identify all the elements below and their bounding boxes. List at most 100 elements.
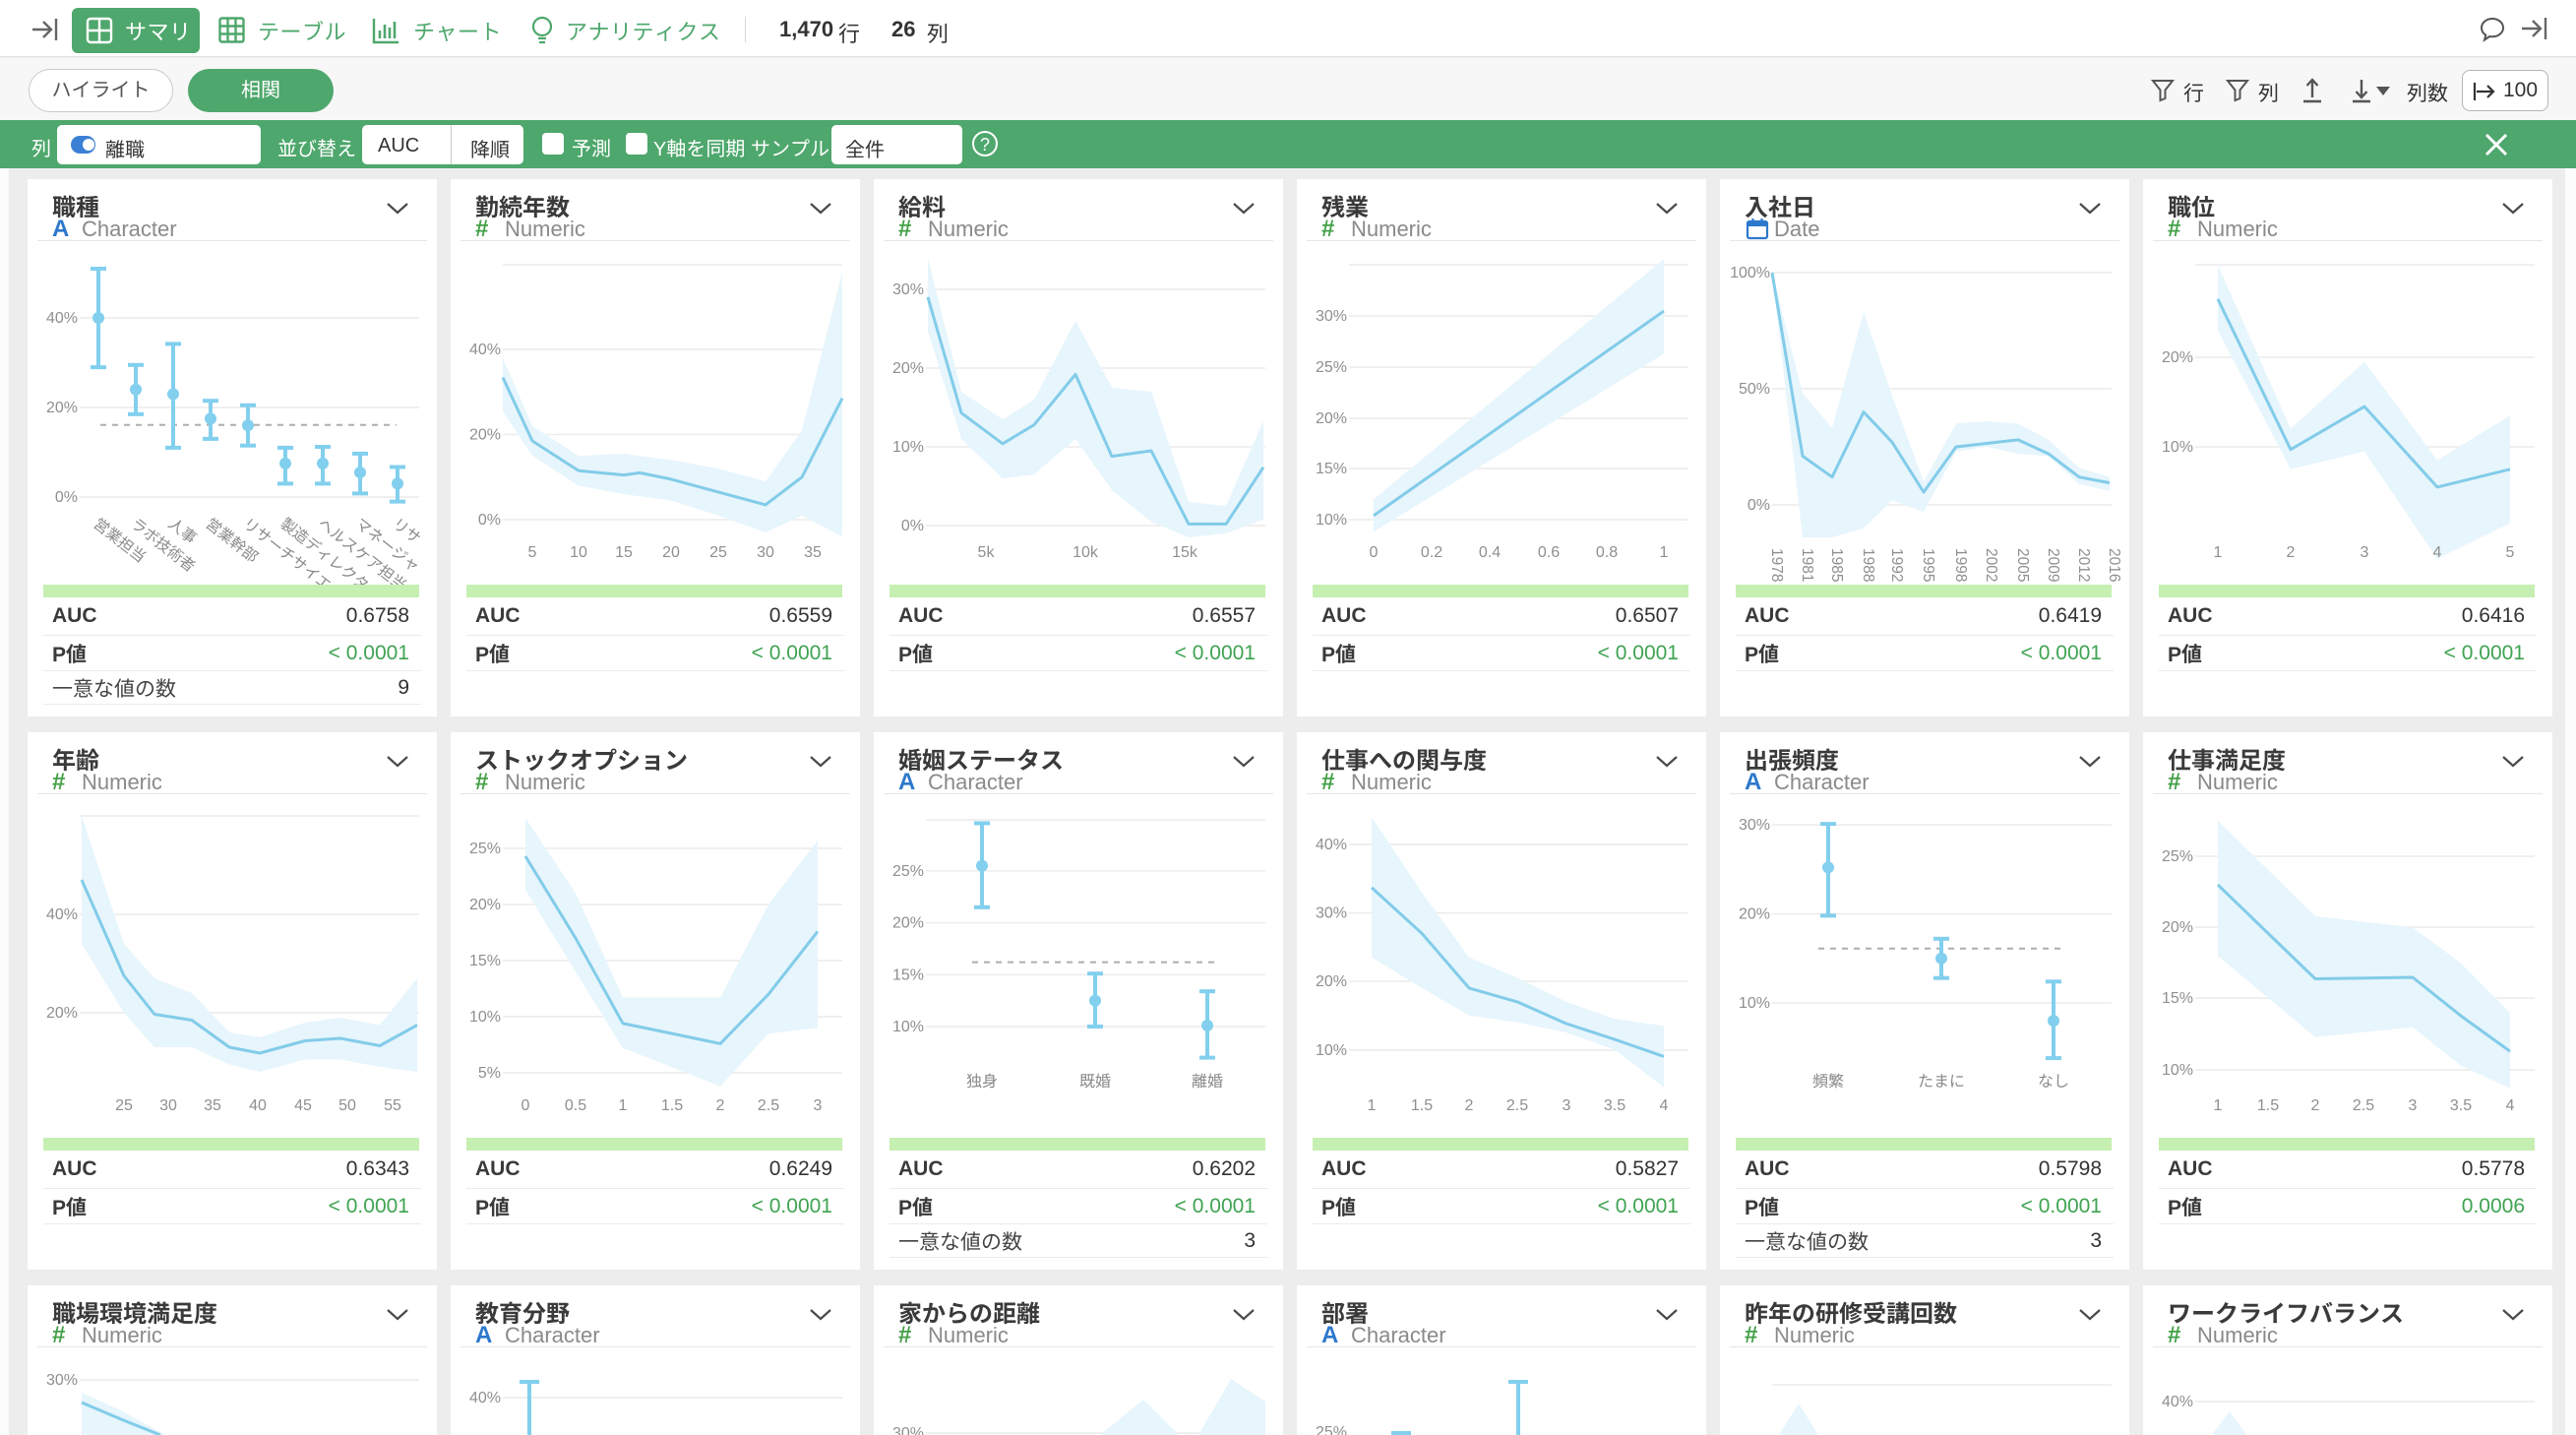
svg-text:2012: 2012 xyxy=(2075,548,2092,582)
svg-text:2005: 2005 xyxy=(2014,548,2031,582)
svg-text:50%: 50% xyxy=(1739,381,1770,398)
svg-text:10%: 10% xyxy=(2162,1062,2193,1079)
svg-text:たまに: たまに xyxy=(1918,1074,1965,1091)
svg-text:100%: 100% xyxy=(1730,265,1770,281)
svg-text:4: 4 xyxy=(1660,1097,1669,1114)
svg-text:1.5: 1.5 xyxy=(661,1097,683,1114)
svg-text:0.8: 0.8 xyxy=(1596,544,1618,561)
svg-text:20%: 20% xyxy=(469,897,501,913)
svg-text:2.5: 2.5 xyxy=(2353,1097,2374,1114)
svg-text:15%: 15% xyxy=(892,967,924,983)
svg-text:40%: 40% xyxy=(469,342,501,358)
svg-text:25%: 25% xyxy=(469,841,501,857)
svg-text:40%: 40% xyxy=(469,1390,501,1406)
svg-text:2009: 2009 xyxy=(2045,548,2061,582)
svg-text:25%: 25% xyxy=(1316,1424,1347,1435)
svg-text:1.5: 1.5 xyxy=(2257,1097,2279,1114)
svg-text:10%: 10% xyxy=(2162,439,2193,456)
svg-text:20%: 20% xyxy=(46,1005,78,1022)
svg-text:30%: 30% xyxy=(1316,308,1347,325)
svg-text:30: 30 xyxy=(757,544,774,561)
svg-text:30%: 30% xyxy=(46,1372,78,1389)
svg-text:20%: 20% xyxy=(469,427,501,444)
svg-text:0.4: 0.4 xyxy=(1479,544,1501,561)
svg-text:1988: 1988 xyxy=(1860,548,1876,582)
svg-text:25: 25 xyxy=(709,544,727,561)
svg-text:1992: 1992 xyxy=(1888,548,1905,582)
svg-text:5: 5 xyxy=(528,544,537,561)
svg-text:30: 30 xyxy=(159,1097,177,1114)
svg-text:2002: 2002 xyxy=(1983,548,1999,582)
svg-text:1: 1 xyxy=(2214,1097,2223,1114)
svg-text:10k: 10k xyxy=(1073,544,1099,561)
svg-text:25%: 25% xyxy=(2162,848,2193,865)
svg-text:10%: 10% xyxy=(892,439,924,456)
svg-text:20%: 20% xyxy=(1316,973,1347,990)
svg-text:20%: 20% xyxy=(892,915,924,932)
svg-text:15%: 15% xyxy=(469,953,501,969)
svg-text:1981: 1981 xyxy=(1799,548,1815,582)
svg-text:1998: 1998 xyxy=(1952,548,1969,582)
svg-text:40%: 40% xyxy=(46,906,78,923)
svg-text:2: 2 xyxy=(2287,544,2296,561)
svg-text:1985: 1985 xyxy=(1828,548,1845,582)
svg-text:10: 10 xyxy=(570,544,587,561)
svg-text:2: 2 xyxy=(2311,1097,2320,1114)
svg-text:0%: 0% xyxy=(55,489,78,506)
svg-text:20%: 20% xyxy=(2162,349,2193,366)
svg-text:頻繁: 頻繁 xyxy=(1812,1073,1844,1091)
svg-text:3.5: 3.5 xyxy=(2450,1097,2472,1114)
svg-text:15k: 15k xyxy=(1172,544,1198,561)
svg-text:3: 3 xyxy=(1563,1097,1571,1114)
svg-text:45: 45 xyxy=(294,1097,312,1114)
svg-text:独身: 独身 xyxy=(966,1073,998,1091)
svg-text:3: 3 xyxy=(2409,1097,2418,1114)
svg-text:55: 55 xyxy=(384,1097,401,1114)
svg-text:2: 2 xyxy=(1465,1097,1474,1114)
svg-text:2.5: 2.5 xyxy=(1506,1097,1528,1114)
svg-text:なし: なし xyxy=(2038,1074,2069,1091)
svg-text:20%: 20% xyxy=(2162,919,2193,936)
svg-text:5: 5 xyxy=(2506,544,2515,561)
svg-text:0%: 0% xyxy=(1748,497,1770,514)
svg-text:25%: 25% xyxy=(1316,359,1347,376)
svg-text:5%: 5% xyxy=(478,1065,501,1082)
svg-text:40%: 40% xyxy=(1316,837,1347,853)
svg-text:30%: 30% xyxy=(1316,905,1347,922)
svg-text:20%: 20% xyxy=(1739,906,1770,923)
svg-text:1: 1 xyxy=(1368,1097,1377,1114)
svg-text:0%: 0% xyxy=(478,512,501,529)
svg-text:20%: 20% xyxy=(46,400,78,416)
svg-text:15%: 15% xyxy=(1316,461,1347,477)
svg-text:15%: 15% xyxy=(2162,990,2193,1007)
svg-text:30%: 30% xyxy=(892,281,924,298)
svg-text:30%: 30% xyxy=(1739,817,1770,834)
svg-text:2016: 2016 xyxy=(2106,548,2122,582)
svg-text:15: 15 xyxy=(615,544,633,561)
svg-text:20: 20 xyxy=(662,544,680,561)
svg-text:40%: 40% xyxy=(2162,1394,2193,1410)
svg-text:10%: 10% xyxy=(1316,1042,1347,1059)
svg-text:1: 1 xyxy=(2214,544,2223,561)
svg-text:10%: 10% xyxy=(1739,995,1770,1012)
svg-text:50: 50 xyxy=(338,1097,356,1114)
svg-text:25%: 25% xyxy=(892,863,924,880)
svg-text:3: 3 xyxy=(814,1097,823,1114)
svg-text:35: 35 xyxy=(204,1097,221,1114)
svg-text:0.6: 0.6 xyxy=(1538,544,1560,561)
svg-text:3.5: 3.5 xyxy=(1604,1097,1625,1114)
svg-text:0%: 0% xyxy=(901,518,924,534)
svg-text:20%: 20% xyxy=(1316,410,1347,427)
svg-text:1978: 1978 xyxy=(1768,548,1785,582)
svg-text:30%: 30% xyxy=(892,1425,924,1435)
svg-text:25: 25 xyxy=(115,1097,133,1114)
svg-text:20%: 20% xyxy=(892,360,924,377)
svg-text:4: 4 xyxy=(2506,1097,2515,1114)
svg-text:40%: 40% xyxy=(46,310,78,327)
svg-text:0.5: 0.5 xyxy=(565,1097,586,1114)
svg-text:3: 3 xyxy=(2361,544,2369,561)
svg-text:1.5: 1.5 xyxy=(1411,1097,1433,1114)
svg-text:2: 2 xyxy=(716,1097,725,1114)
svg-text:0.2: 0.2 xyxy=(1421,544,1442,561)
svg-text:0: 0 xyxy=(1370,544,1379,561)
